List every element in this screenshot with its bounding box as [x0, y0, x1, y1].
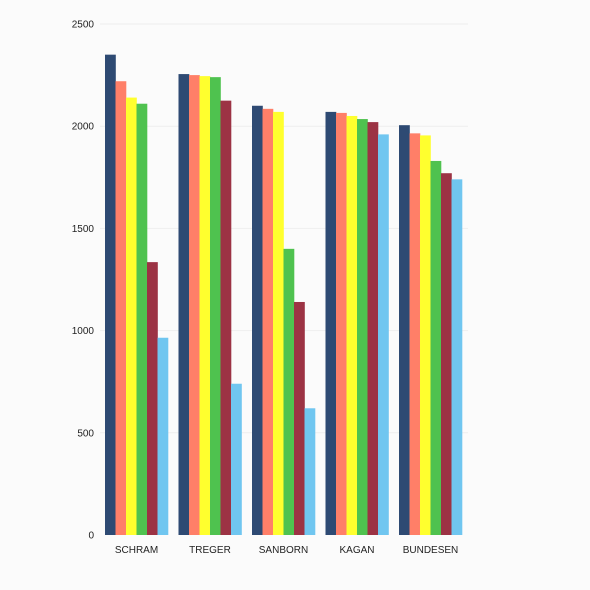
y-tick-label: 500	[77, 428, 94, 439]
bar-sanborn-2	[262, 108, 274, 535]
bar-schram-5	[147, 262, 158, 535]
bar-schram-3	[126, 97, 137, 535]
bar-bundesen-3	[420, 135, 431, 535]
bar-treger-2	[189, 75, 200, 535]
bar-sanborn-4	[283, 248, 295, 535]
bar-bundesen-2	[409, 133, 421, 535]
bar-kagan-2	[336, 112, 347, 535]
y-axis-ticks: 0 500 1000 1500 2000 2500	[72, 20, 95, 542]
y-tick-label: 1000	[72, 326, 95, 337]
bar-treger-6	[231, 383, 242, 535]
bar-schram-4	[136, 103, 148, 535]
x-category-label: KAGAN	[339, 545, 374, 556]
y-tick-label: 2500	[72, 20, 95, 31]
bar-kagan-3	[346, 115, 358, 535]
bar-kagan-1	[325, 111, 337, 535]
x-category-label: TREGER	[189, 545, 231, 556]
bar-kagan-4	[357, 119, 368, 536]
bar-bundesen-1	[399, 125, 410, 536]
bar-kagan-6	[378, 134, 389, 535]
bar-sanborn-1	[252, 105, 263, 535]
y-tick-label: 2000	[72, 122, 95, 133]
y-tick-label: 1500	[72, 224, 95, 235]
bar-bundesen-5	[441, 173, 452, 535]
bar-treger-5	[220, 100, 232, 536]
bar-sanborn-3	[273, 111, 284, 535]
bar-bundesen-4	[430, 160, 442, 535]
bar-bundesen-6	[451, 179, 463, 535]
bar-sanborn-5	[294, 301, 305, 535]
bar-treger-3	[199, 76, 211, 536]
bar-schram-1	[105, 54, 116, 535]
bar-schram-2	[115, 81, 127, 535]
bar-kagan-5	[367, 122, 379, 536]
x-category-label: BUNDESEN	[403, 545, 459, 556]
bar-sanborn-6	[304, 408, 316, 535]
bar-schram-6	[157, 337, 169, 535]
bar-treger-4	[210, 77, 221, 535]
x-category-label: SCHRAM	[115, 545, 158, 556]
bar-treger-1	[178, 74, 190, 535]
x-category-label: SANBORN	[259, 545, 308, 556]
bars	[105, 54, 463, 536]
y-tick-label: 0	[88, 531, 94, 542]
x-axis-labels: SCHRAM TREGER SANBORN KAGAN BUNDESEN	[115, 545, 458, 556]
